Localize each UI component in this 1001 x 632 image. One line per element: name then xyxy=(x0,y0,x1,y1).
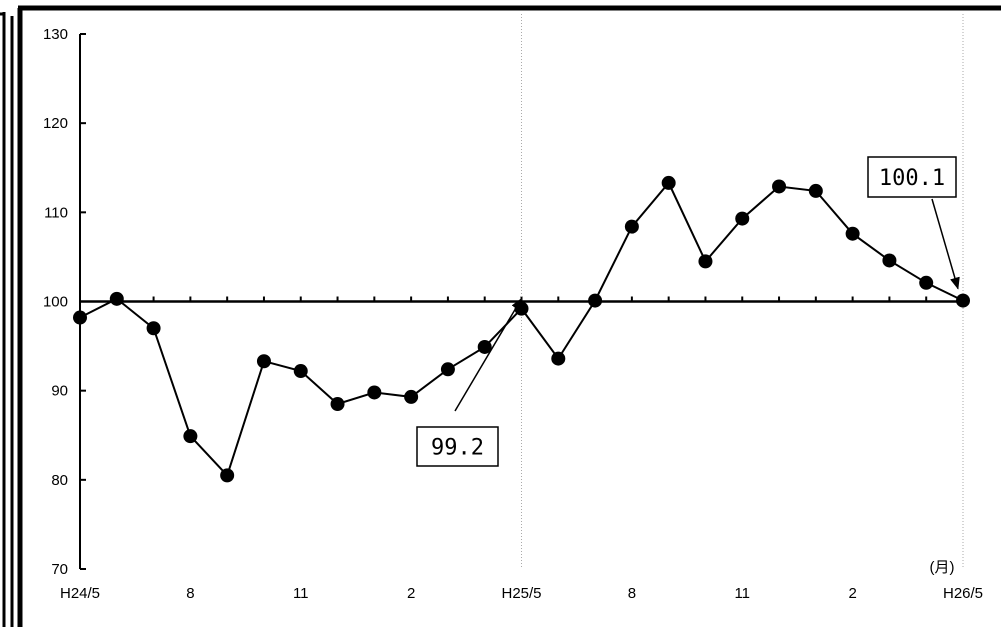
data-point xyxy=(330,397,345,412)
data-point xyxy=(146,321,161,336)
data-point xyxy=(772,179,787,194)
x-tick-label: H25/5 xyxy=(501,585,541,602)
x-tick-label: 11 xyxy=(734,585,750,602)
data-point xyxy=(845,226,860,241)
annotation-label: 99.2 xyxy=(431,436,484,461)
data-point xyxy=(551,351,566,366)
data-point xyxy=(293,364,308,379)
data-point xyxy=(698,254,713,269)
y-tick-label: 130 xyxy=(43,26,68,43)
data-point xyxy=(735,211,750,226)
data-point xyxy=(588,293,603,308)
y-tick-label: 80 xyxy=(51,472,68,489)
vertical-guides xyxy=(521,14,964,569)
annotation-box xyxy=(867,156,957,198)
x-tick-label: 8 xyxy=(628,585,636,602)
data-point xyxy=(109,291,124,306)
data-points xyxy=(73,175,970,483)
data-point xyxy=(661,175,676,190)
x-tick-label: H26/5 xyxy=(943,585,983,602)
annotations: 99.2 100.1 xyxy=(416,156,960,467)
y-tick-label: 90 xyxy=(51,383,68,400)
data-point xyxy=(367,385,382,400)
data-point xyxy=(440,362,455,377)
y-tick-label: 70 xyxy=(51,561,68,578)
data-point xyxy=(73,310,87,325)
data-point xyxy=(256,354,271,369)
data-point xyxy=(514,301,529,316)
x-tick-label: 2 xyxy=(848,585,856,602)
annotation-box xyxy=(416,426,499,467)
annotation-label: 100.1 xyxy=(879,166,945,191)
data-point xyxy=(808,183,823,198)
data-point xyxy=(919,275,934,290)
data-point xyxy=(882,253,897,268)
y-tick-label: 120 xyxy=(43,115,68,132)
y-tick-label: 100 xyxy=(43,294,68,311)
data-point xyxy=(477,339,492,354)
axes: 70 80 90 100 110 120 130 H24/5 8 11 2 H25/5 8 11 2 H26/… xyxy=(43,26,983,602)
data-point xyxy=(183,429,198,444)
data-point xyxy=(956,293,970,308)
annotation-arrow xyxy=(931,198,960,290)
x-tick-label: 2 xyxy=(407,585,415,602)
y-tick-label: 110 xyxy=(44,204,68,221)
x-tick-label: 8 xyxy=(186,585,194,602)
data-point xyxy=(624,219,639,234)
data-point xyxy=(404,389,419,404)
x-tick-label: H24/5 xyxy=(60,585,100,602)
annotation-arrow xyxy=(454,297,523,412)
x-unit-label: (月) xyxy=(930,559,955,576)
x-tick-label: 11 xyxy=(293,585,309,602)
data-point xyxy=(220,468,235,483)
